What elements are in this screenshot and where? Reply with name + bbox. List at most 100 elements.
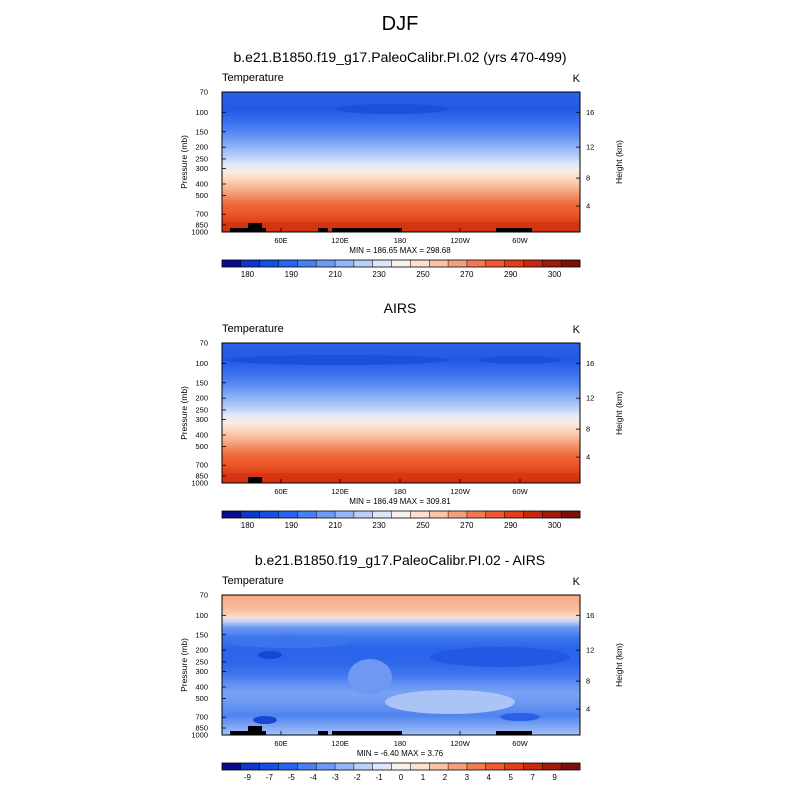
colorbar-swatch: [542, 260, 562, 267]
cold-core-contour: [226, 355, 450, 365]
colorbar-swatch: [391, 511, 411, 518]
y-tick-label: 700: [195, 713, 208, 722]
x-tick-label: 60E: [274, 487, 287, 496]
y-tick-label: 500: [195, 442, 208, 451]
y-tick-label: 150: [195, 378, 208, 387]
topography-mask: [248, 477, 262, 483]
colorbar-frame: [221, 510, 581, 519]
colorbar-swatch: [429, 260, 449, 267]
right-y-tick-label: 8: [586, 677, 590, 686]
colorbar-label: 300: [548, 521, 562, 530]
right-y-axis-label: Height (km): [614, 391, 624, 435]
colorbar-swatch: [259, 763, 279, 770]
colorbar-swatch: [466, 260, 487, 267]
colorbar-label: 210: [329, 521, 343, 530]
colorbar-swatch: [278, 511, 298, 518]
colorbar-label: 9: [552, 773, 557, 782]
y-tick-label: 1000: [191, 228, 208, 237]
diff-contour: [258, 651, 282, 659]
colorbar-swatch: [561, 260, 581, 267]
colorbar-swatch: [372, 763, 392, 770]
colorbar-label: -1: [375, 773, 383, 782]
colorbar-swatch: [316, 763, 336, 770]
y-tick-label: 1000: [191, 731, 208, 740]
colorbar-swatch: [561, 511, 581, 518]
x-tick-label: 180: [394, 739, 407, 748]
y-tick-label: 700: [195, 210, 208, 219]
min-max-label: MIN = 186.65 MAX = 298.68: [349, 246, 451, 255]
x-tick-label: 120W: [450, 487, 471, 496]
panel-title: AIRS: [384, 300, 417, 316]
colorbar-swatch: [523, 511, 543, 518]
colorbar-frame: [221, 762, 581, 771]
colorbar-swatch: [523, 763, 543, 770]
panel-variable-label: Temperature: [222, 323, 284, 335]
colorbar-label: 290: [504, 521, 518, 530]
y-tick-label: 850: [195, 472, 208, 481]
colorbar-label: 180: [241, 521, 255, 530]
right-y-tick-label: 4: [586, 202, 590, 211]
y-axis-label: Pressure (mb): [179, 386, 189, 440]
colorbar-swatch: [316, 511, 336, 518]
y-tick-label: 100: [195, 611, 208, 620]
chart-panel-2: AIRS Temperature K 60E 120E 180 120W 60W 70 100 15…: [179, 300, 624, 530]
panel-variable-label: Temperature: [222, 575, 284, 587]
colorbar-label: 0: [399, 773, 404, 782]
colorbar-label: -2: [354, 773, 362, 782]
x-tick-label: 120W: [450, 236, 471, 245]
y-tick-label: 70: [200, 339, 208, 348]
colorbar-swatch: [485, 511, 505, 518]
contour-field: [222, 343, 580, 483]
colorbar-swatch: [542, 511, 562, 518]
right-y-tick-label: 16: [586, 108, 594, 117]
colorbar-label: -4: [310, 773, 318, 782]
x-tick-label: 120E: [331, 739, 349, 748]
colorbar-swatch: [561, 763, 581, 770]
colorbar-label: 230: [372, 521, 386, 530]
right-y-tick-label: 12: [586, 394, 594, 403]
x-tick-label: 60W: [512, 236, 528, 245]
colorbar-label: 210: [329, 270, 343, 279]
colorbar-label: -5: [288, 773, 296, 782]
colorbar-label: 190: [285, 270, 299, 279]
colorbar-label: -3: [332, 773, 340, 782]
diff-contour: [500, 713, 540, 721]
colorbar-frame: [221, 259, 581, 268]
colorbar-swatch: [353, 260, 374, 267]
colorbar-swatch: [466, 511, 487, 518]
colorbar-label: 250: [416, 270, 430, 279]
colorbar-label: 290: [504, 270, 518, 279]
colorbar-label: 7: [530, 773, 535, 782]
topography-mask: [230, 726, 532, 735]
y-tick-label: 400: [195, 179, 208, 188]
colorbar-swatch: [335, 763, 355, 770]
right-y-tick-label: 12: [586, 646, 594, 655]
colorbar-label: 230: [372, 270, 386, 279]
y-tick-label: 200: [195, 143, 208, 152]
y-tick-label: 70: [200, 591, 208, 600]
colorbar-label: 1: [421, 773, 426, 782]
colorbar-swatch: [240, 763, 260, 770]
colorbar-swatch: [391, 763, 411, 770]
colorbar-label: -9: [244, 773, 252, 782]
y-tick-label: 150: [195, 127, 208, 136]
colorbar-swatch: [410, 260, 430, 267]
y-tick-label: 1000: [191, 479, 208, 488]
min-max-label: MIN = -6.40 MAX = 3.76: [357, 749, 444, 758]
colorbar-swatch: [485, 763, 505, 770]
diff-contour: [385, 690, 515, 714]
colorbar-label: 300: [548, 270, 562, 279]
figure-title: DJF: [382, 13, 419, 35]
colorbar-swatch: [485, 260, 505, 267]
panel-units-label: K: [573, 73, 581, 85]
right-y-tick-label: 12: [586, 143, 594, 152]
colorbar-label: 3: [465, 773, 470, 782]
y-tick-label: 250: [195, 154, 208, 163]
colorbar-label: -7: [266, 773, 274, 782]
colorbar-swatch: [448, 763, 468, 770]
colorbar-swatch: [222, 763, 242, 770]
topography-mask: [230, 223, 532, 232]
plot-frame: [221, 594, 581, 736]
y-tick-label: 250: [195, 405, 208, 414]
x-tick-label: 60E: [274, 739, 287, 748]
